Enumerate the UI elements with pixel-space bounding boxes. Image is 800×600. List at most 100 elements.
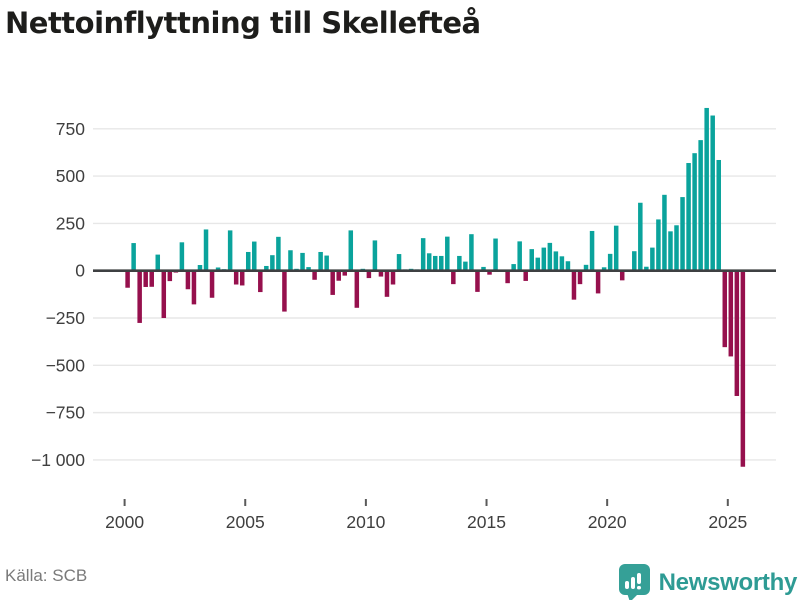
bar-2012-q3	[426, 253, 432, 271]
bar-2014-q1	[463, 261, 468, 271]
newsworthy-logo[interactable]: Newsworthy	[618, 563, 797, 600]
bar-2018-q2	[565, 261, 571, 271]
bar-2000-q3	[137, 270, 142, 323]
bar-2005-q4	[264, 265, 269, 271]
bar-2021-q1	[632, 251, 637, 271]
source-label: Källa: SCB	[5, 566, 88, 585]
bar-2022-q2	[662, 194, 667, 271]
bar-2019-q4	[601, 267, 607, 271]
bar-2017-q2	[541, 247, 547, 271]
bar-2017-q3	[547, 242, 553, 271]
bar-2025-q2	[734, 270, 740, 396]
bar-2006-q1	[270, 255, 275, 271]
bar-2006-q3	[282, 270, 287, 312]
bar-2013-q2	[445, 236, 450, 271]
bar-2020-q2	[613, 225, 619, 271]
bar-2019-q2	[589, 230, 595, 271]
bar-2023-q4	[698, 140, 703, 271]
y-tick-label: 750	[56, 119, 85, 139]
y-tick-label: 500	[56, 166, 85, 186]
bar-2016-q3	[523, 270, 528, 281]
bar-2003-q3	[209, 270, 215, 298]
bar-2004-q2	[227, 230, 233, 271]
bar-2000-q2	[131, 243, 136, 271]
bar-2005-q1	[245, 251, 251, 271]
bar-2021-q4	[650, 247, 655, 271]
bar-2010-q2	[372, 240, 378, 271]
bar-2015-q1	[487, 270, 492, 275]
bar-2022-q4	[674, 225, 679, 271]
bar-2014-q4	[481, 266, 486, 271]
bar-2014-q3	[475, 270, 480, 292]
bar-2016-q2	[517, 241, 522, 271]
bar-2019-q1	[583, 264, 589, 271]
bar-2008-q3	[330, 270, 335, 295]
bar-2002-q4	[191, 270, 197, 305]
bar-2020-q1	[607, 253, 613, 271]
y-tick-label: −1 000	[31, 450, 85, 470]
bar-2012-q4	[432, 255, 438, 271]
bar-2006-q2	[276, 236, 281, 271]
bar-2013-q3	[451, 270, 456, 285]
bar-2013-q4	[457, 255, 462, 271]
bar-2024-q3	[716, 159, 721, 271]
bar-2012-q2	[420, 238, 426, 271]
bar-2016-q1	[511, 264, 516, 271]
x-tick-label: 2020	[588, 512, 627, 532]
y-tick-label: −750	[46, 403, 86, 423]
bar-2011-q2	[396, 254, 402, 271]
bar-2005-q2	[252, 241, 257, 271]
bar-2021-q3	[644, 266, 649, 271]
bar-2019-q3	[595, 270, 601, 294]
bar-2024-q2	[710, 115, 715, 271]
bar-2021-q2	[638, 202, 643, 271]
bar-2024-q1	[704, 107, 709, 271]
bar-2000-q1	[125, 270, 130, 288]
bar-2018-q1	[559, 256, 565, 271]
bar-2001-q1	[149, 270, 154, 287]
bar-2007-q3	[306, 267, 311, 271]
bar-2016-q4	[529, 249, 534, 271]
bar-2011-q1	[390, 270, 396, 285]
x-tick-label: 2010	[346, 512, 385, 532]
x-tick-label: 2000	[105, 512, 144, 532]
bar-2010-q1	[366, 270, 372, 279]
bar-2001-q2	[155, 254, 161, 271]
bar-2008-q1	[318, 251, 323, 271]
x-tick-label: 2015	[467, 512, 506, 532]
bar-2024-q4	[722, 270, 728, 348]
bar-2003-q1	[197, 265, 203, 271]
bar-2010-q3	[378, 270, 384, 277]
y-tick-label: 0	[75, 261, 85, 281]
bar-2009-q2	[348, 230, 354, 271]
bar-2014-q2	[469, 234, 474, 271]
bar-2023-q2	[686, 163, 691, 271]
bar-2023-q1	[680, 197, 685, 271]
newsworthy-badge-icon	[618, 564, 650, 600]
bar-2004-q3	[233, 270, 239, 285]
bar-2000-q4	[143, 270, 148, 287]
bar-2023-q3	[692, 153, 697, 271]
bar-2015-q4	[505, 270, 510, 284]
bar-2007-q4	[312, 270, 317, 280]
bar-2001-q4	[167, 270, 173, 282]
bar-2025-q1	[728, 270, 734, 357]
bar-2007-q2	[300, 252, 305, 271]
bar-2018-q4	[577, 270, 583, 285]
bar-2017-q1	[535, 257, 541, 271]
newsworthy-logo-text: Newsworthy	[658, 569, 798, 596]
bar-2022-q3	[668, 231, 673, 271]
page-title: Nettoinflyttning till Skellefteå	[5, 6, 481, 40]
y-tick-label: −250	[46, 308, 86, 328]
bar-2018-q3	[571, 270, 577, 300]
bar-2001-q3	[161, 270, 167, 319]
x-tick-label: 2025	[708, 512, 747, 532]
bar-2006-q4	[288, 250, 293, 271]
bar-2005-q3	[258, 270, 263, 293]
bar-2002-q3	[185, 270, 191, 290]
bar-2004-q4	[239, 270, 245, 286]
bar-2015-q2	[493, 238, 498, 271]
bar-2013-q1	[439, 255, 444, 271]
bar-2009-q1	[342, 270, 347, 276]
